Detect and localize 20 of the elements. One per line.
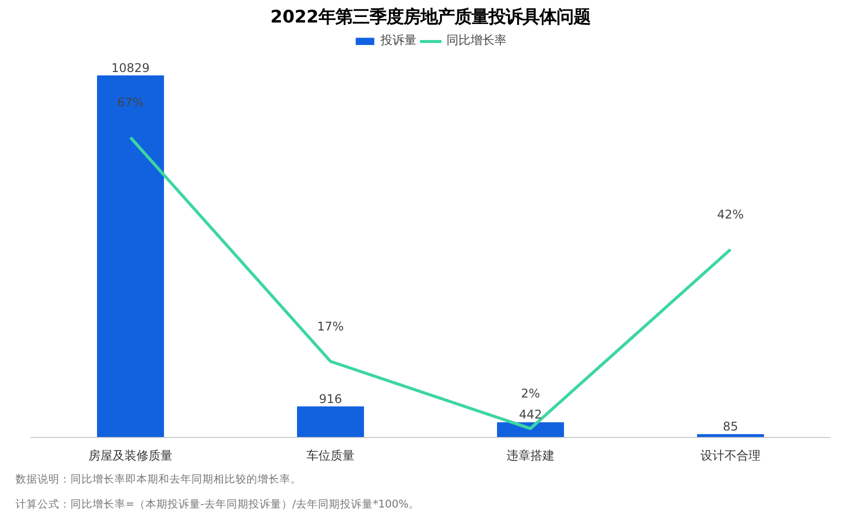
bar <box>697 434 764 438</box>
legend-label: 同比增长率 <box>446 32 506 49</box>
x-tick-label: 车位质量 <box>306 448 354 462</box>
legend-label: 投诉量 <box>380 32 416 49</box>
data-label: 442 <box>519 408 542 422</box>
text: 计算公式：同比增长率=（本期投诉量-去年同期投诉量）/去年同期投诉量*100%。 <box>16 498 420 510</box>
bar <box>297 406 364 438</box>
data-label: 2% <box>520 386 540 401</box>
data-label: 42% <box>717 207 744 222</box>
chart-title: 2022年第三季度房地产质量投诉具体问题 <box>270 8 591 28</box>
text: 数据说明：同比增长率即本期和去年同期相比较的增长率。 <box>16 472 302 486</box>
data-label: 17% <box>317 319 344 334</box>
x-tick-label: 房屋及装修质量 <box>88 448 172 462</box>
x-tick-label: 违章搭建 <box>506 448 554 462</box>
data-label: 85 <box>722 420 738 434</box>
data-label: 916 <box>319 392 342 406</box>
data-label: 10829 <box>111 60 150 75</box>
x-tick-label: 设计不合理 <box>700 448 760 462</box>
bar <box>97 75 164 438</box>
data-label: 67% <box>117 96 144 110</box>
